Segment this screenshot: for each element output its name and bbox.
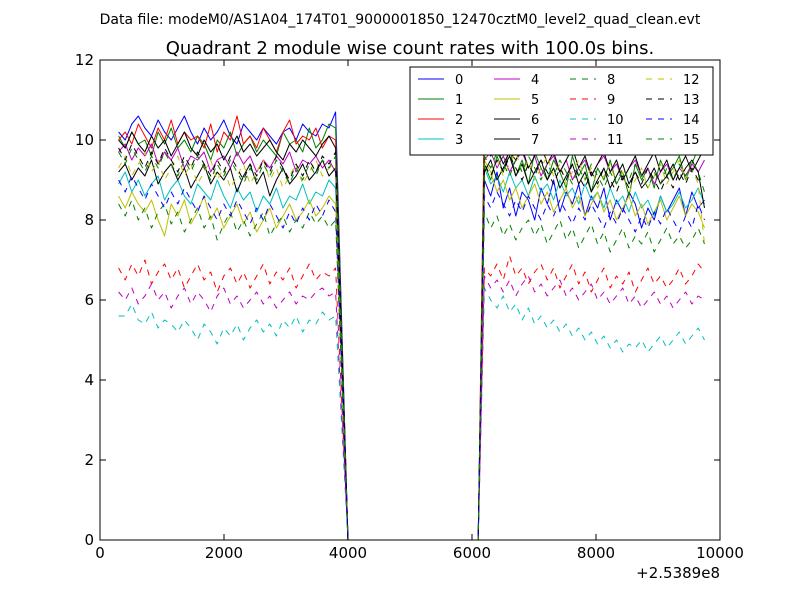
legend-label-4: 4 <box>531 73 539 88</box>
x-tick-label: 4000 <box>329 544 367 562</box>
y-tick-label: 4 <box>84 371 94 389</box>
y-tick-label: 12 <box>75 51 94 69</box>
x-axis: 0 2000 4000 6000 8000 10000 <box>95 60 744 562</box>
series-line-13 <box>118 143 705 540</box>
series-layer <box>118 107 705 540</box>
legend-label-14: 14 <box>683 113 700 128</box>
legend-label-0: 0 <box>455 73 463 88</box>
legend-label-13: 13 <box>683 93 700 108</box>
y-tick-label: 2 <box>84 451 94 469</box>
y-tick-label: 8 <box>84 211 94 229</box>
legend-label-9: 9 <box>607 93 615 108</box>
y-tick-label: 10 <box>75 131 94 149</box>
legend-label-3: 3 <box>455 133 463 148</box>
y-tick-label: 6 <box>84 291 94 309</box>
x-tick-label: 6000 <box>453 544 491 562</box>
legend-label-15: 15 <box>683 133 700 148</box>
series-line-11 <box>118 275 705 540</box>
legend-label-6: 6 <box>531 113 539 128</box>
legend-label-12: 12 <box>683 73 700 88</box>
legend-label-2: 2 <box>455 113 463 128</box>
x-axis-offset-label: +2.5389e8 <box>636 564 720 582</box>
x-tick-label: 0 <box>95 544 105 562</box>
x-tick-label: 8000 <box>577 544 615 562</box>
legend-label-11: 11 <box>607 133 624 148</box>
legend-label-1: 1 <box>455 93 463 108</box>
figure-suptitle: Data file: modeM0/AS1A04_174T01_90000018… <box>100 12 701 28</box>
legend-label-7: 7 <box>531 133 539 148</box>
legend-frame <box>409 66 714 156</box>
series-line-14 <box>118 175 705 540</box>
legend-label-10: 10 <box>607 113 624 128</box>
legend-label-5: 5 <box>531 93 539 108</box>
series-line-10 <box>118 287 705 540</box>
legend-label-8: 8 <box>607 73 615 88</box>
x-tick-label: 2000 <box>205 544 243 562</box>
x-tick-label: 10000 <box>696 544 744 562</box>
chart-title: Quadrant 2 module wise count rates with … <box>166 38 655 59</box>
series-line-15 <box>118 147 705 540</box>
y-tick-label: 0 <box>84 531 94 549</box>
series-line-8 <box>118 199 705 540</box>
